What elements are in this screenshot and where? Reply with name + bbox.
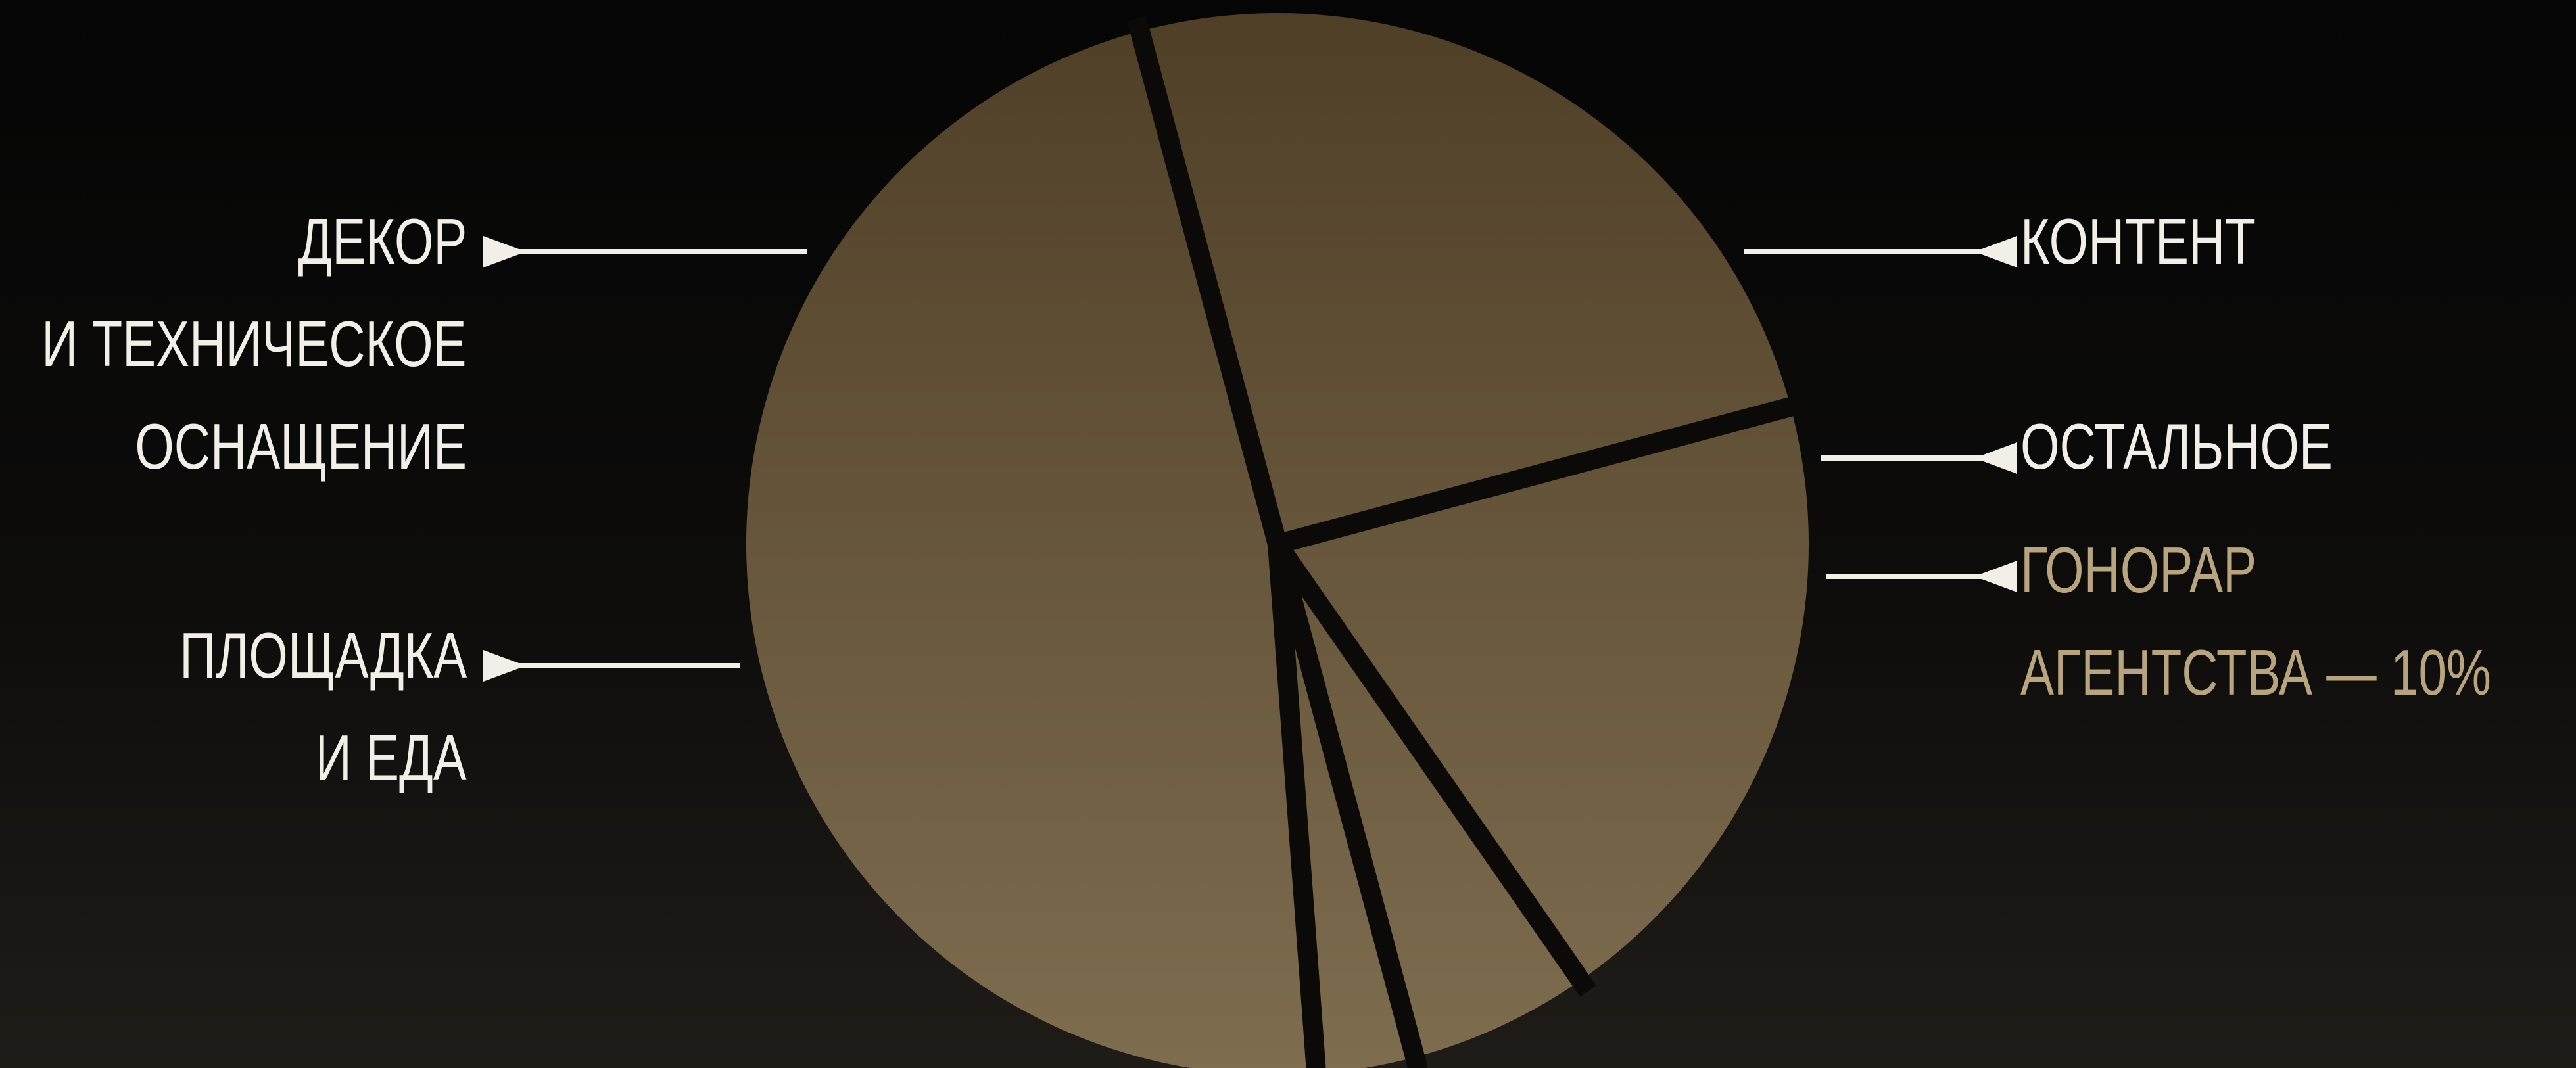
slice-separator-4 xyxy=(1268,543,1326,1068)
label-ostalnoe: ОСТАЛЬНОЕ xyxy=(2020,410,2333,482)
label-kontent: КОНТЕНТ xyxy=(2020,205,2256,277)
pie-slice-4 xyxy=(746,31,1316,1068)
label-dekor-line-2: И ТЕХНИЧЕСКОЕ xyxy=(41,308,467,380)
leader-dekor-arrow-icon xyxy=(483,236,526,267)
leader-gonorar xyxy=(1826,561,2017,592)
label-gonorar-line-2: АГЕНТСТВА — 10% xyxy=(2020,636,2491,708)
leader-ploshchadka-arrow-icon xyxy=(483,650,526,682)
pie-slice-1 xyxy=(1277,406,1809,981)
label-ploshchadka-line-2: И ЕДА xyxy=(316,722,467,794)
slice-separator-2 xyxy=(1269,538,1596,997)
leader-kontent xyxy=(1744,236,2017,267)
slice-separator-3 xyxy=(1268,542,1428,1068)
slice-separator-1 xyxy=(1275,394,1806,554)
leader-dekor xyxy=(483,236,807,267)
leader-ostalnoe-arrow-icon xyxy=(1974,442,2017,474)
pie-slice-5 xyxy=(1139,13,1791,544)
leader-ploshchadka xyxy=(483,650,740,682)
leader-ostalnoe xyxy=(1821,442,2017,474)
pie-slice-2 xyxy=(1277,544,1581,1057)
label-gonorar-line-1: ГОНОРАР xyxy=(2020,534,2257,606)
label-ploshchadka-line-1: ПЛОЩАДКА xyxy=(179,619,467,691)
label-dekor-line-1: ДЕКОР xyxy=(298,205,467,277)
label-dekor-line-3: ОСНАЩЕНИЕ xyxy=(135,410,467,482)
slice-separator-5 xyxy=(1127,16,1287,547)
leader-gonorar-arrow-icon xyxy=(1974,561,2017,592)
leader-kontent-arrow-icon xyxy=(1974,236,2017,267)
leader-lines xyxy=(483,236,2017,682)
pie-slices xyxy=(746,13,1809,1068)
pie-gaps xyxy=(1127,16,1806,1068)
